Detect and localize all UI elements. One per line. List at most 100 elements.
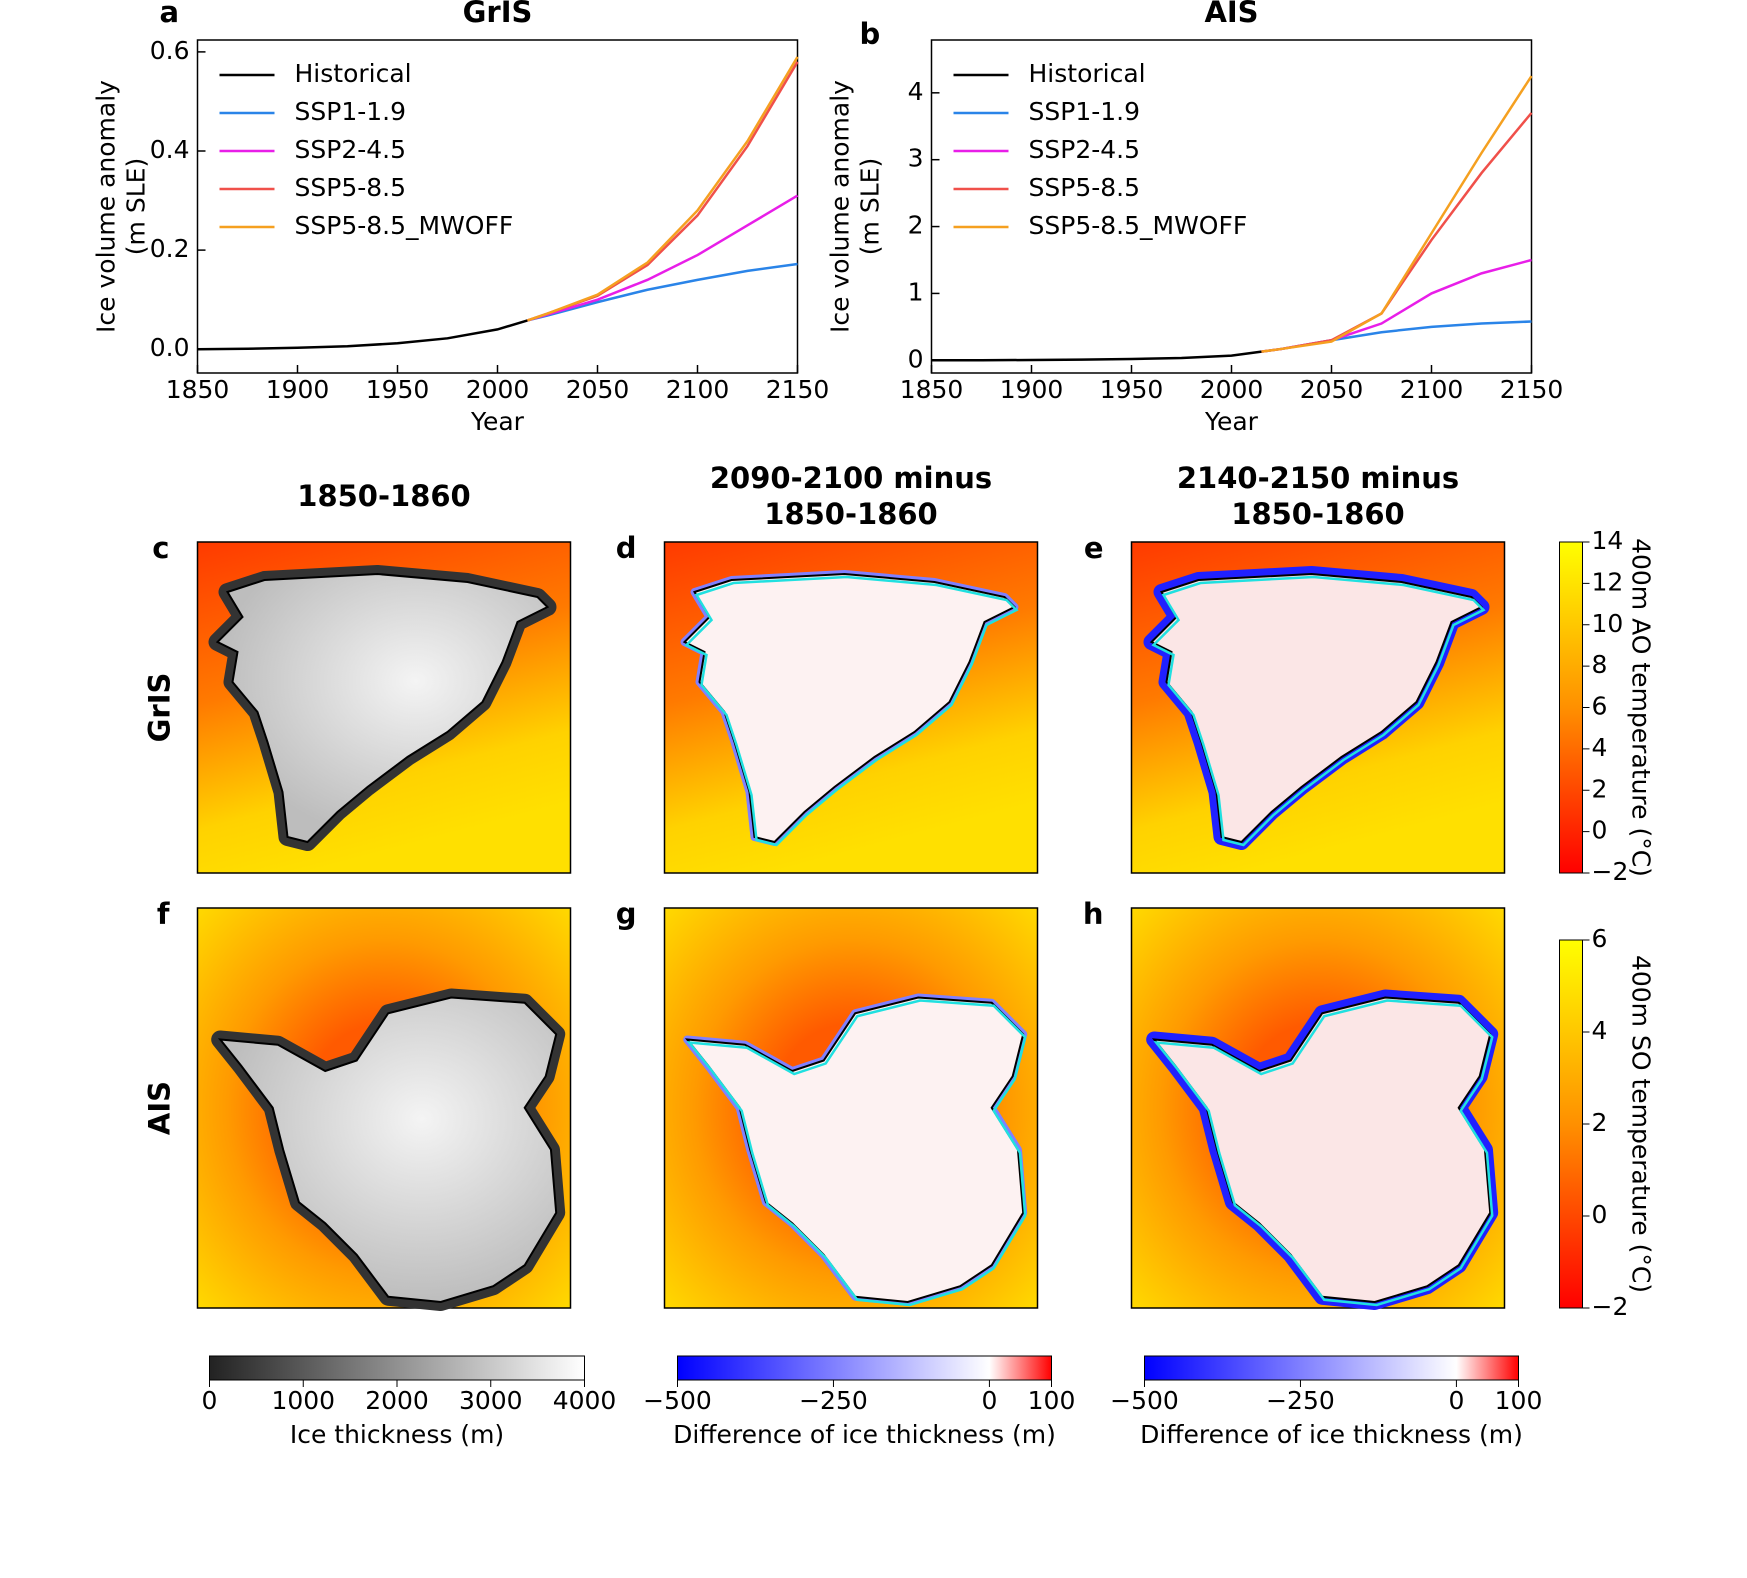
x-tick-label: 2150	[1500, 375, 1564, 404]
colorbar-tick-label: 100	[1028, 1386, 1076, 1415]
colorbar	[1559, 541, 1583, 874]
y-tick-label: 3	[908, 144, 924, 173]
colorbar-tick-label: 100	[1495, 1386, 1543, 1415]
panel-letter: b	[860, 17, 881, 51]
colorbar-tick-label: −250	[799, 1386, 868, 1415]
colorbar-tick-label: 6	[1592, 692, 1608, 721]
legend-label: Historical	[1029, 59, 1146, 88]
colorbar-tick-label: 2000	[365, 1386, 429, 1415]
x-axis-label: Year	[470, 407, 525, 436]
column-title: 1850-1860	[297, 479, 470, 513]
y-tick-label: 0	[908, 344, 924, 373]
colorbar-label: Difference of ice thickness (m)	[673, 1420, 1056, 1449]
colorbar-tick-label: 4	[1592, 733, 1608, 762]
column-title: 1850-1860	[764, 497, 937, 531]
x-tick-label: 1900	[266, 375, 330, 404]
y-tick-label: 0.0	[150, 333, 190, 362]
colorbar-label: 400m AO temperature (°C)	[1627, 538, 1656, 877]
chart-title: GrIS	[463, 0, 533, 29]
colorbar-tick-label: 4	[1592, 1016, 1608, 1045]
legend-label: SSP5-8.5	[1029, 173, 1141, 202]
colorbar-tick-label: 0	[1592, 816, 1608, 845]
x-tick-label: 2100	[1400, 375, 1464, 404]
colorbar-tick-label: 0	[1448, 1386, 1464, 1415]
colorbar-tick-label: 10	[1592, 609, 1624, 638]
y-axis-label: Ice volume anomaly	[826, 80, 855, 333]
colorbar-tick-label: 1000	[271, 1386, 335, 1415]
x-tick-label: 2000	[1200, 375, 1264, 404]
colorbar	[209, 1355, 585, 1381]
y-axis-label: (m SLE)	[856, 158, 885, 255]
series-line	[1261, 75, 1533, 353]
x-tick-label: 1950	[1100, 375, 1164, 404]
colorbar-label: Ice thickness (m)	[290, 1420, 504, 1449]
colorbar-tick-label: 2	[1592, 774, 1608, 803]
colorbar-tick-label: −250	[1266, 1386, 1335, 1415]
colorbar-tick-label: 2	[1592, 1108, 1608, 1137]
legend-label: SSP1-1.9	[1029, 97, 1141, 126]
future-margin	[686, 999, 1027, 1307]
colorbar	[677, 1355, 1052, 1381]
x-tick-label: 1850	[166, 375, 230, 404]
x-tick-label: 2050	[1300, 375, 1364, 404]
row-label: GrIS	[143, 673, 177, 743]
row-label: AIS	[143, 1081, 177, 1135]
colorbar-tick-label: 8	[1592, 650, 1608, 679]
panel-letter: c	[152, 531, 169, 565]
colorbar-tick-label: 0	[202, 1386, 218, 1415]
x-axis-label: Year	[1204, 407, 1259, 436]
future-margin	[684, 575, 1019, 847]
colorbar-label: 400m SO temperature (°C)	[1627, 955, 1656, 1293]
panel-letter: h	[1083, 897, 1104, 931]
panel-letter: d	[616, 531, 637, 565]
x-tick-label: 1850	[900, 375, 964, 404]
series-line	[527, 194, 799, 322]
colorbar-label: Difference of ice thickness (m)	[1140, 1420, 1523, 1449]
future-margin	[1151, 575, 1486, 847]
colorbar-tick-label: 14	[1592, 526, 1624, 555]
future-margin	[1153, 999, 1494, 1307]
y-tick-label: 2	[908, 211, 924, 240]
colorbar-tick-label: 3000	[459, 1386, 523, 1415]
x-tick-label: 2150	[766, 375, 830, 404]
panel-letter: e	[1084, 531, 1104, 565]
colorbar	[1144, 1355, 1519, 1381]
legend-label: SSP5-8.5	[295, 173, 407, 202]
y-tick-label: 0.2	[150, 234, 190, 263]
y-tick-label: 4	[908, 77, 924, 106]
y-tick-label: 0.6	[150, 36, 190, 65]
legend-label: SSP2-4.5	[1029, 135, 1141, 164]
ice-sheet	[215, 572, 550, 844]
panel-letter: f	[157, 897, 170, 931]
colorbar-tick-label: −500	[1110, 1386, 1179, 1415]
column-title: 2140-2150 minus	[1177, 461, 1459, 495]
y-tick-label: 0.4	[150, 135, 190, 164]
series-line	[527, 61, 799, 322]
y-axis-label: (m SLE)	[122, 158, 151, 255]
plot-area	[930, 39, 1533, 374]
legend-label: SSP5-8.5_MWOFF	[1029, 211, 1248, 240]
colorbar-tick-label: −2	[1592, 1292, 1629, 1321]
series-line	[527, 56, 799, 322]
plot-area	[196, 39, 799, 374]
colorbar-tick-label: 4000	[553, 1386, 617, 1415]
series-line	[197, 319, 528, 351]
y-axis-label: Ice volume anomaly	[92, 80, 121, 333]
legend-label: SSP2-4.5	[295, 135, 407, 164]
x-tick-label: 1900	[1000, 375, 1064, 404]
colorbar-tick-label: −500	[643, 1386, 712, 1415]
x-tick-label: 2100	[666, 375, 730, 404]
panel-letter: g	[616, 897, 637, 931]
ice-sheet	[217, 996, 558, 1304]
legend-label: SSP5-8.5_MWOFF	[295, 211, 514, 240]
x-tick-label: 1950	[366, 375, 430, 404]
x-tick-label: 2050	[566, 375, 630, 404]
x-tick-label: 2000	[466, 375, 530, 404]
chart-title: AIS	[1204, 0, 1258, 29]
colorbar	[1559, 939, 1583, 1309]
y-tick-label: 1	[908, 277, 924, 306]
legend-label: Historical	[295, 59, 412, 88]
panel-letter: a	[160, 0, 180, 29]
series-line	[931, 350, 1262, 362]
